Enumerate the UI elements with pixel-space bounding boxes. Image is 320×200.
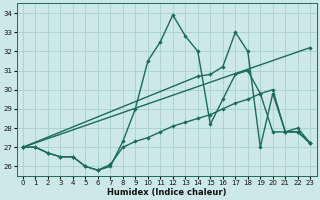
- X-axis label: Humidex (Indice chaleur): Humidex (Indice chaleur): [107, 188, 226, 197]
